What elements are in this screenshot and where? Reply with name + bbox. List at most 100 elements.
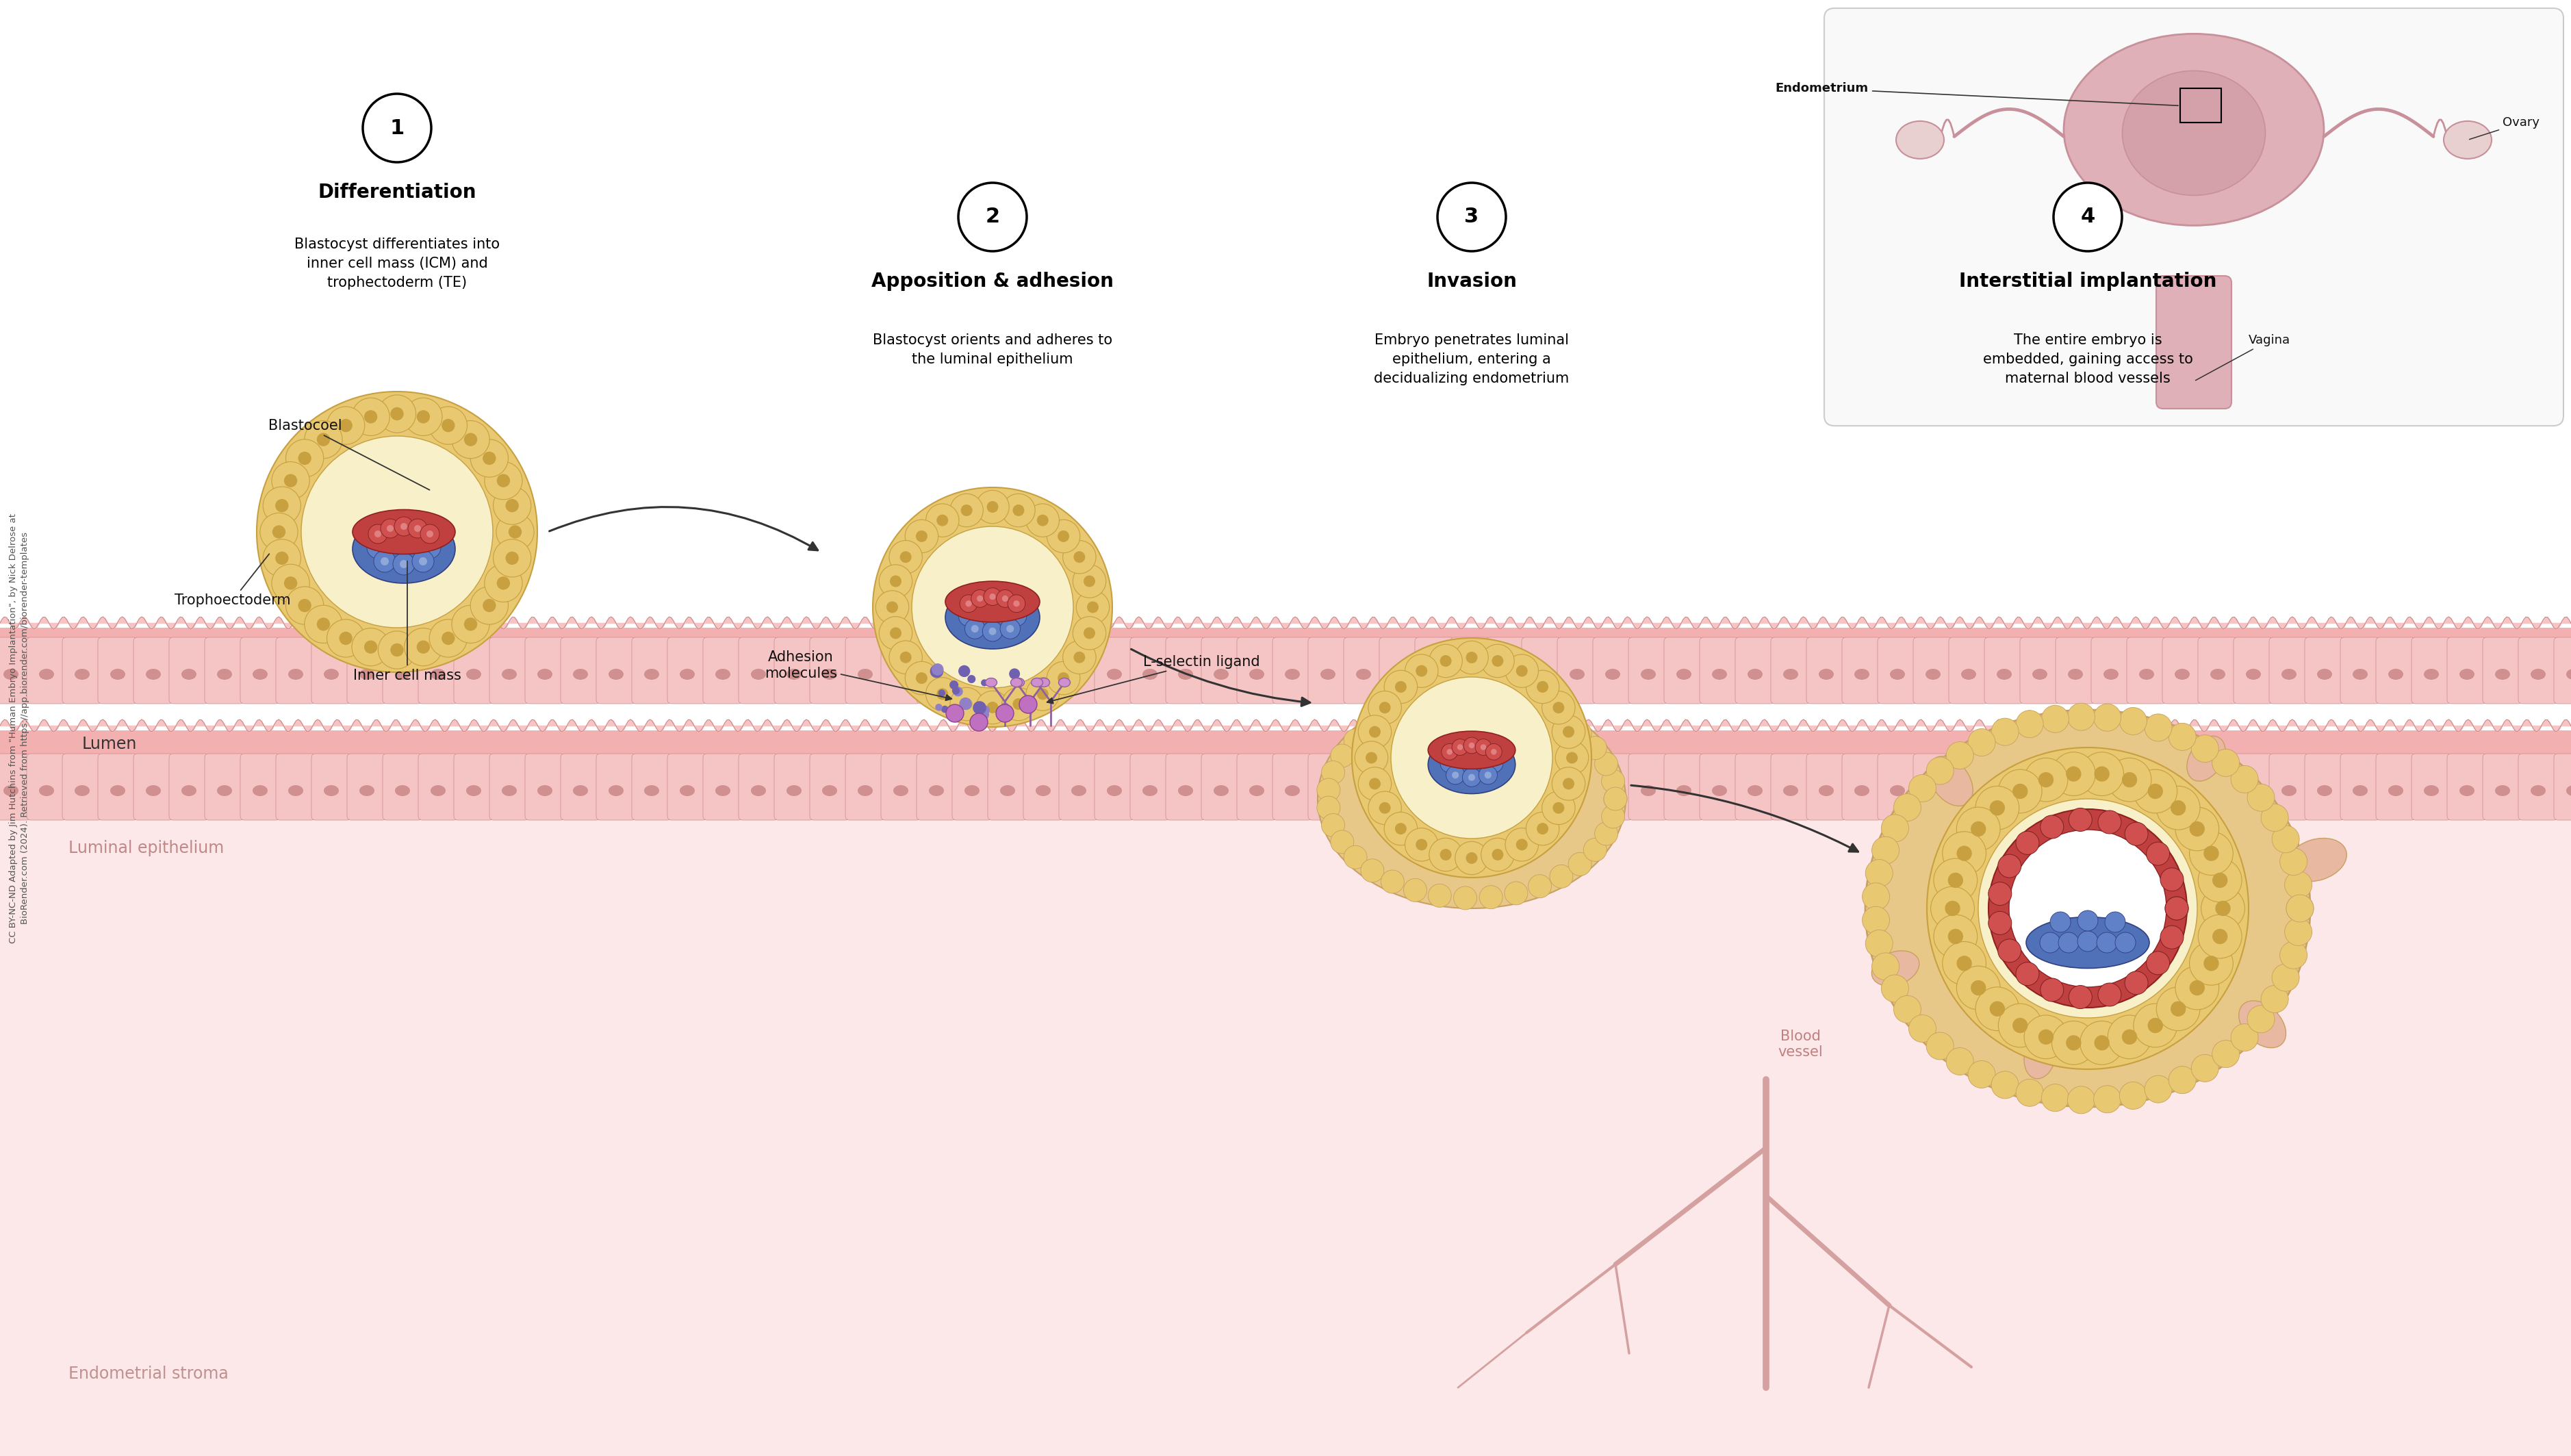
Circle shape xyxy=(1867,859,1892,887)
FancyBboxPatch shape xyxy=(134,754,172,820)
Circle shape xyxy=(1957,807,2000,850)
Circle shape xyxy=(2013,783,2029,799)
FancyBboxPatch shape xyxy=(2553,754,2571,820)
FancyBboxPatch shape xyxy=(1095,638,1134,703)
Circle shape xyxy=(1455,641,1489,674)
Circle shape xyxy=(913,527,1072,687)
Circle shape xyxy=(977,606,985,613)
Ellipse shape xyxy=(2280,668,2296,680)
Circle shape xyxy=(1321,761,1345,785)
FancyBboxPatch shape xyxy=(632,638,671,703)
Ellipse shape xyxy=(1872,951,1918,986)
Circle shape xyxy=(2260,986,2288,1013)
Circle shape xyxy=(1000,702,1008,711)
Circle shape xyxy=(1998,1003,2041,1047)
Circle shape xyxy=(915,530,928,542)
Circle shape xyxy=(442,419,455,432)
Circle shape xyxy=(1481,645,1514,677)
Circle shape xyxy=(1476,740,1491,756)
Circle shape xyxy=(1062,540,1095,574)
Ellipse shape xyxy=(2316,785,2332,796)
FancyBboxPatch shape xyxy=(1841,638,1882,703)
Circle shape xyxy=(2016,1079,2044,1107)
Circle shape xyxy=(890,641,923,674)
FancyBboxPatch shape xyxy=(1273,638,1311,703)
Circle shape xyxy=(2041,815,2065,839)
Circle shape xyxy=(365,641,378,654)
FancyBboxPatch shape xyxy=(882,638,920,703)
Circle shape xyxy=(1563,778,1573,789)
Ellipse shape xyxy=(216,785,231,796)
Circle shape xyxy=(1987,911,2011,935)
FancyBboxPatch shape xyxy=(2448,638,2486,703)
Circle shape xyxy=(900,552,913,563)
Circle shape xyxy=(2175,807,2219,850)
Circle shape xyxy=(2211,1040,2239,1067)
FancyBboxPatch shape xyxy=(1059,754,1098,820)
FancyBboxPatch shape xyxy=(2057,638,2095,703)
FancyBboxPatch shape xyxy=(1771,754,1810,820)
Circle shape xyxy=(977,709,990,719)
Circle shape xyxy=(1553,702,1563,713)
Text: Adhesion
molecules: Adhesion molecules xyxy=(764,651,951,700)
FancyBboxPatch shape xyxy=(2270,754,2309,820)
Circle shape xyxy=(1026,677,1059,711)
Circle shape xyxy=(1987,882,2011,906)
Ellipse shape xyxy=(1031,678,1044,687)
Circle shape xyxy=(260,513,298,550)
FancyBboxPatch shape xyxy=(98,754,139,820)
Ellipse shape xyxy=(183,785,195,796)
Circle shape xyxy=(2190,735,2219,763)
FancyBboxPatch shape xyxy=(882,754,920,820)
Circle shape xyxy=(2098,811,2121,834)
Ellipse shape xyxy=(352,515,455,584)
Circle shape xyxy=(399,534,409,542)
FancyBboxPatch shape xyxy=(1486,754,1525,820)
Circle shape xyxy=(959,665,969,677)
Circle shape xyxy=(363,93,432,162)
Circle shape xyxy=(373,543,383,552)
Ellipse shape xyxy=(1676,668,1692,680)
Circle shape xyxy=(2157,786,2201,830)
Circle shape xyxy=(2052,1021,2095,1064)
FancyBboxPatch shape xyxy=(1059,638,1098,703)
Circle shape xyxy=(1440,849,1453,860)
Ellipse shape xyxy=(324,785,339,796)
Circle shape xyxy=(2041,978,2065,1002)
Circle shape xyxy=(1360,859,1383,882)
Circle shape xyxy=(990,604,998,612)
FancyBboxPatch shape xyxy=(1594,754,1633,820)
Circle shape xyxy=(1368,778,1381,789)
Circle shape xyxy=(1584,839,1607,862)
Circle shape xyxy=(2280,847,2306,875)
Ellipse shape xyxy=(501,668,517,680)
Circle shape xyxy=(339,632,352,645)
Text: Interstitial implantation: Interstitial implantation xyxy=(1959,272,2216,291)
FancyBboxPatch shape xyxy=(1131,754,1170,820)
Circle shape xyxy=(2167,724,2196,750)
Circle shape xyxy=(2016,962,2039,986)
Circle shape xyxy=(273,565,309,601)
Ellipse shape xyxy=(465,785,481,796)
Ellipse shape xyxy=(2103,668,2119,680)
Ellipse shape xyxy=(1072,785,1088,796)
Circle shape xyxy=(275,552,288,565)
FancyBboxPatch shape xyxy=(560,638,599,703)
Circle shape xyxy=(990,628,998,635)
Ellipse shape xyxy=(1427,668,1442,680)
Ellipse shape xyxy=(2388,668,2404,680)
Circle shape xyxy=(1465,652,1478,664)
Circle shape xyxy=(429,406,468,444)
Circle shape xyxy=(1967,728,1995,756)
Text: Luminal epithelium: Luminal epithelium xyxy=(69,840,224,856)
Circle shape xyxy=(429,619,468,657)
Ellipse shape xyxy=(39,668,54,680)
Circle shape xyxy=(1062,641,1095,674)
FancyBboxPatch shape xyxy=(2162,754,2201,820)
FancyBboxPatch shape xyxy=(2484,638,2522,703)
Circle shape xyxy=(951,706,964,718)
Circle shape xyxy=(1465,852,1478,863)
FancyBboxPatch shape xyxy=(915,754,956,820)
Circle shape xyxy=(417,411,429,424)
Circle shape xyxy=(368,524,388,543)
